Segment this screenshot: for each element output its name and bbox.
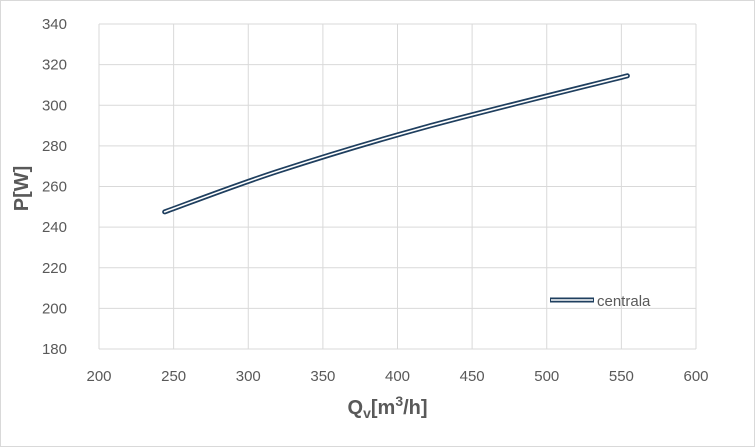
x-tick-label: 450 bbox=[460, 368, 485, 385]
x-tick-label: 200 bbox=[86, 368, 111, 385]
x-axis-title: Qv[m3/h] bbox=[348, 393, 428, 421]
x-tick-label: 350 bbox=[310, 368, 335, 385]
x-tick-label: 500 bbox=[534, 368, 559, 385]
x-axis-title-sub: v bbox=[363, 405, 371, 421]
legend: centrala bbox=[550, 293, 651, 310]
x-axis-title-mid: [m bbox=[371, 397, 395, 419]
tick-labels: 180 200 220 240 260 280 300 320 340 200 250 300 350 4… bbox=[42, 16, 709, 385]
y-tick-label: 220 bbox=[42, 260, 67, 277]
x-tick-label: 600 bbox=[683, 368, 708, 385]
y-tick-label: 340 bbox=[42, 16, 67, 33]
series-layer bbox=[162, 73, 630, 215]
y-tick-label: 200 bbox=[42, 300, 67, 317]
y-tick-label: 280 bbox=[42, 138, 67, 155]
y-tick-label: 180 bbox=[42, 341, 67, 358]
y-tick-label: 320 bbox=[42, 57, 67, 74]
x-axis-title-sup: 3 bbox=[395, 393, 403, 409]
x-tick-label: 550 bbox=[609, 368, 634, 385]
y-tick-label: 240 bbox=[42, 219, 67, 236]
x-axis-title-tail: /h] bbox=[403, 397, 427, 419]
x-axis-title-main: Q bbox=[348, 397, 364, 419]
x-tick-label: 400 bbox=[385, 368, 410, 385]
x-tick-label: 250 bbox=[161, 368, 186, 385]
series-line-core-centrala bbox=[163, 74, 629, 213]
y-axis-title: P[W] bbox=[11, 166, 33, 212]
gridlines bbox=[98, 23, 697, 350]
legend-label-centrala: centrala bbox=[597, 293, 651, 310]
y-tick-label: 300 bbox=[42, 97, 67, 114]
y-tick-label: 260 bbox=[42, 179, 67, 196]
x-tick-label: 300 bbox=[236, 368, 261, 385]
series-line-centrala bbox=[162, 73, 630, 215]
